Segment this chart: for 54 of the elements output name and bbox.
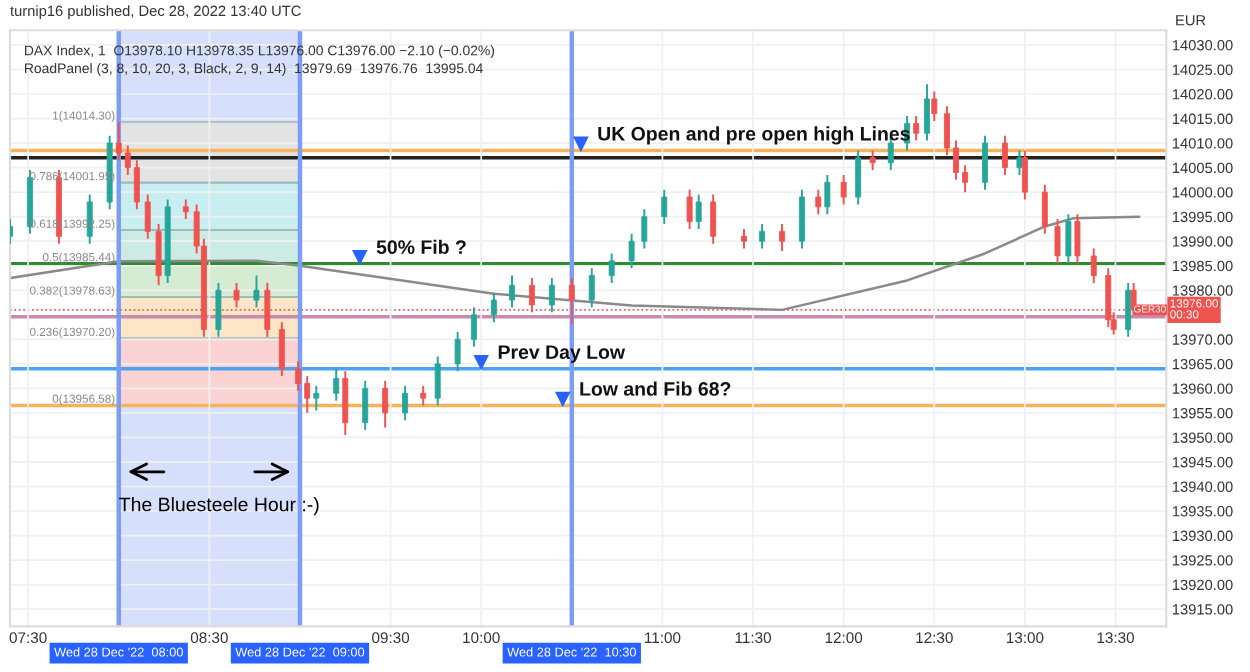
candlestick (454, 330, 461, 373)
candlestick (1016, 149, 1023, 176)
candlestick (1065, 213, 1072, 265)
candlestick (913, 115, 920, 142)
candlestick (509, 274, 515, 309)
candlestick (741, 227, 747, 250)
candlestick (799, 188, 805, 250)
candlestick (628, 232, 635, 270)
candlestick (924, 83, 930, 142)
candlestick (759, 223, 766, 250)
candlestick (278, 321, 285, 378)
candlestick (608, 252, 615, 284)
candlestick (133, 159, 140, 211)
annotation: 50% Fib ? (376, 239, 466, 255)
candlestick (982, 134, 988, 191)
candlestick (182, 198, 189, 221)
candlestick (215, 281, 222, 338)
candlestick (490, 291, 497, 324)
candlestick (779, 223, 785, 252)
candlestick (342, 370, 349, 436)
candlestick (470, 306, 477, 348)
candlestick (434, 355, 441, 407)
candlestick (1090, 247, 1097, 284)
candlestick (815, 188, 822, 216)
candlestick (824, 173, 831, 216)
annotation: Low and Fib 68? (580, 381, 731, 396)
candlestick (295, 360, 302, 392)
candlestick (641, 208, 648, 250)
candlestick (548, 277, 555, 314)
candlestick (155, 223, 162, 287)
candlestick (695, 193, 702, 230)
candlestick (1021, 149, 1028, 201)
candlestick (333, 367, 340, 402)
candlestick (869, 149, 876, 172)
candlestick (931, 90, 938, 122)
candlestick (420, 384, 427, 407)
candlestick (253, 274, 260, 309)
candlestick (1002, 134, 1008, 176)
candlestick (1041, 183, 1048, 235)
candlestick (1125, 281, 1132, 338)
candlestick (588, 267, 595, 309)
candlestick (144, 193, 151, 240)
candlestick (1074, 213, 1081, 265)
candlestick (382, 380, 389, 429)
candlestick (840, 173, 847, 206)
candlestick (313, 384, 320, 412)
candlestick (686, 188, 693, 230)
candlestick (661, 188, 668, 225)
annotation: The Bluesteele Hour :-) (119, 497, 319, 516)
candlestick (710, 193, 717, 245)
candlestick (362, 380, 369, 432)
candlestick (1054, 218, 1061, 265)
candlestick (855, 149, 862, 206)
candlestick (402, 384, 409, 422)
